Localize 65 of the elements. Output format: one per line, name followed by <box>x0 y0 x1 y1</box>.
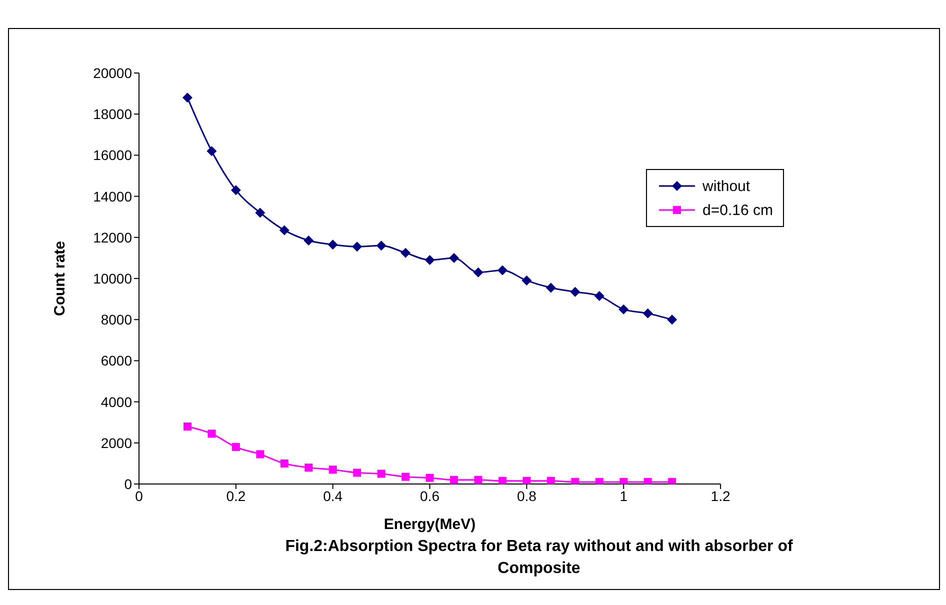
point <box>182 92 192 103</box>
x-tick-label: 0.4 <box>323 488 343 504</box>
point <box>352 242 362 252</box>
point <box>400 248 411 258</box>
y-tick-label: 12000 <box>93 229 132 246</box>
point <box>280 459 288 468</box>
y-tick-label: 2000 <box>100 434 132 451</box>
text: Fig.2:Absorption Spectra for Beta ray without and with absorber of Composite <box>284 537 794 579</box>
x-tick-label: 0.8 <box>516 488 537 504</box>
point <box>595 478 604 484</box>
legend-label: without <box>702 178 750 194</box>
point <box>402 472 410 481</box>
point <box>642 308 653 318</box>
y-tick-label: 8000 <box>100 312 132 328</box>
y-tick-label: 6000 <box>100 352 132 369</box>
x-tick-label: 0.6 <box>420 488 440 504</box>
point <box>279 225 290 236</box>
point <box>256 450 264 458</box>
point <box>522 276 532 286</box>
y-tick-label: 20000 <box>93 64 132 81</box>
x-tick-label: 0.2 <box>226 488 246 504</box>
x-tick-label: 0 <box>135 488 144 504</box>
point <box>448 252 459 263</box>
point <box>426 474 434 482</box>
point <box>546 476 555 484</box>
point <box>618 304 629 314</box>
point <box>498 476 506 484</box>
point <box>594 290 604 301</box>
point <box>328 466 337 474</box>
point <box>304 464 313 472</box>
y-tick-label: 4000 <box>100 394 132 410</box>
point <box>255 208 266 218</box>
y-tick-label: 18000 <box>93 106 132 122</box>
point <box>304 235 314 246</box>
point <box>328 240 338 250</box>
point <box>473 267 484 278</box>
y-axis-title: Count rate <box>51 241 68 316</box>
point <box>620 478 628 484</box>
x-tick-label: 1 <box>620 488 628 504</box>
point <box>353 468 362 477</box>
point <box>232 443 240 452</box>
x-tick-label: 1.2 <box>710 488 730 504</box>
y-tick-label: 14000 <box>93 188 132 204</box>
point <box>474 476 482 484</box>
point <box>668 478 676 484</box>
point <box>206 146 217 156</box>
point <box>667 314 678 325</box>
point <box>644 478 652 484</box>
y-tick-label: 0 <box>124 476 132 492</box>
point <box>377 470 386 478</box>
point <box>208 430 216 438</box>
y-tick-label: 10000 <box>93 270 132 286</box>
x-axis-title: Energy(MeV) <box>384 516 476 533</box>
point <box>450 476 458 484</box>
point <box>424 255 435 266</box>
point <box>376 240 386 251</box>
y-tick-label: 16000 <box>93 147 132 164</box>
point <box>183 422 192 430</box>
point <box>230 185 241 196</box>
point <box>497 265 508 276</box>
legend-label: d=0.16 cm <box>702 202 773 218</box>
point <box>571 478 580 484</box>
point <box>546 282 556 293</box>
point <box>522 476 531 484</box>
point <box>570 286 580 297</box>
